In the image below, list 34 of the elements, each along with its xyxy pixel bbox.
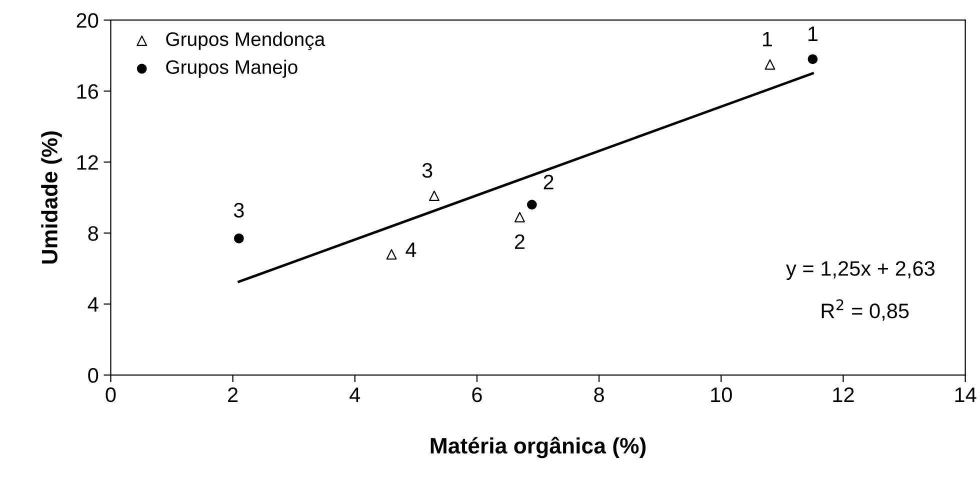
x-tick-label: 0 [106,387,116,402]
x-tick-label: 12 [833,387,854,402]
y-tick-label: 4 [88,297,98,312]
x-tick-label: 10 [711,387,732,402]
legend-label: Grupos Manejo [166,60,298,78]
point [514,212,525,222]
x-tick-label: 14 [955,388,976,402]
point [808,54,818,64]
x-tick-label: 8 [594,387,604,402]
x-axis-title: Matéria orgânica (%) [430,436,646,458]
annotation: 1 [762,32,772,46]
point [526,200,537,210]
x-tick-label: 4 [350,388,360,402]
y-tick-label: 20 [76,13,98,28]
y-tick-label: 0 [88,368,98,383]
x-tick-label: 2 [228,387,238,402]
legend-label: Grupos Mendonça [166,32,326,50]
annotation: 3 [234,202,244,218]
annotation: 2 [514,234,524,249]
point [764,59,776,70]
annotation: y = 1,25x + 2,63 [786,261,934,280]
point [234,233,244,244]
y-tick-label: 16 [77,84,98,99]
y-tick-label: 12 [77,155,98,170]
annotation: 2 [544,174,554,190]
y-tick-label: 8 [88,226,98,241]
annotation: R$^{2}$ = 0,85 [822,299,909,321]
y-axis-title: Umidade (%) [41,131,62,264]
annotation: 4 [406,242,416,257]
annotation: 3 [422,163,432,178]
point [429,190,440,202]
point [386,249,397,260]
annotation: 1 [808,26,818,41]
x-tick-label: 6 [472,387,482,402]
